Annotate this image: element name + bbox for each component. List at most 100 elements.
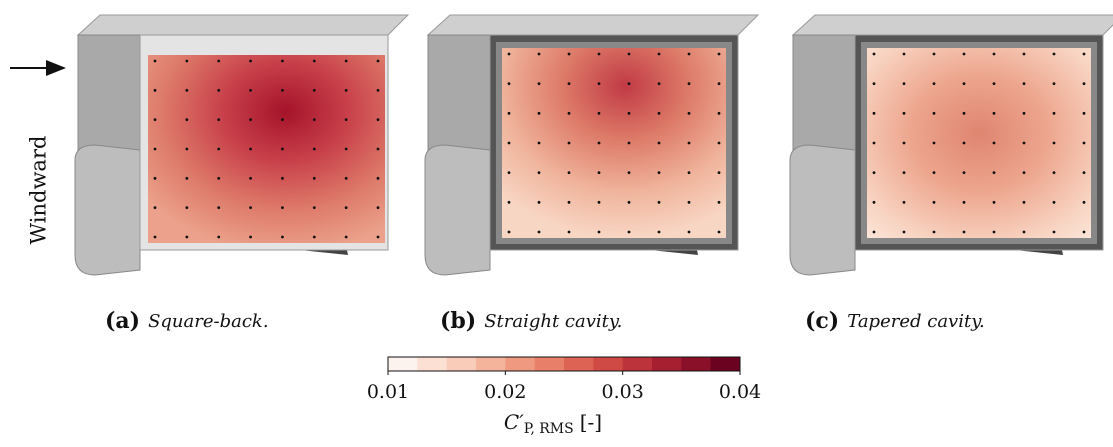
pressure-tap (717, 111, 721, 115)
pressure-tap (932, 82, 936, 86)
pressure-tap (932, 111, 936, 115)
pressure-tap (992, 171, 996, 175)
pressure-tap (902, 82, 906, 86)
pressure-tap (1022, 82, 1026, 86)
pressure-tap (657, 141, 661, 145)
colorbar-frame (387, 356, 741, 372)
rear-wheel (74, 144, 141, 276)
pressure-tap (312, 147, 316, 151)
pressure-tap (962, 230, 966, 234)
pressure-tap (281, 235, 284, 239)
caption: (b) Straight cavity. (440, 308, 622, 334)
model-body (789, 14, 1113, 276)
label-unit: [-] (580, 410, 602, 434)
pressure-tap (312, 176, 316, 180)
pressure-tap (657, 111, 661, 115)
pressure-tap (717, 82, 721, 86)
pressure-tap (902, 141, 906, 145)
pressure-tap (597, 82, 601, 86)
pressure-tap (597, 111, 601, 115)
pressure-tap (344, 176, 348, 180)
pressure-tap (1082, 200, 1086, 204)
pressure-tap (597, 200, 601, 204)
colorbar-step (388, 357, 418, 371)
pressure-tap (1022, 111, 1026, 115)
pressure-tap (344, 235, 348, 239)
caption-label: (c) (805, 308, 839, 334)
pressure-tap (932, 230, 936, 234)
pressure-tap (1082, 82, 1086, 86)
pressure-tap (687, 52, 691, 56)
pressure-tap (537, 141, 541, 145)
pressure-tap (185, 88, 189, 92)
pressure-tap (1022, 230, 1026, 234)
pressure-tap (507, 141, 511, 145)
pressure-tap (376, 176, 380, 180)
pressure-tap (537, 230, 541, 234)
pressure-tap (872, 200, 876, 204)
pressure-tap (1022, 141, 1026, 145)
label-subscript: P, RMS (524, 421, 574, 437)
pressure-tap (872, 111, 876, 115)
pressure-tap (657, 82, 661, 86)
colorbar-step (564, 357, 594, 371)
pressure-tap (902, 52, 906, 56)
pressure-tap (217, 206, 221, 210)
pressure-tap (249, 235, 252, 239)
caption: (c) Tapered cavity. (805, 308, 985, 334)
pressure-contour (502, 48, 726, 238)
pressure-tap (962, 171, 966, 175)
pressure-tap (153, 235, 157, 239)
pressure-tap (992, 141, 996, 145)
pressure-tap (376, 88, 380, 92)
caption-text: Square-back. (148, 311, 268, 332)
pressure-tap (344, 118, 348, 122)
pressure-tap (153, 88, 157, 92)
caption-text: Straight cavity. (484, 311, 622, 332)
pressure-tap (1052, 171, 1056, 175)
caption-label: (b) (440, 308, 476, 334)
pressure-tap (537, 111, 541, 115)
pressure-tap (249, 147, 252, 151)
pressure-tap (217, 88, 221, 92)
pressure-tap (344, 206, 348, 210)
pressure-tap (627, 230, 631, 234)
pressure-tap (1052, 230, 1056, 234)
pressure-contour (148, 55, 385, 243)
pressure-tap (1052, 82, 1056, 86)
pressure-tap (507, 111, 511, 115)
pressure-tap (717, 52, 721, 56)
pressure-tap (153, 147, 157, 151)
pressure-tap (902, 171, 906, 175)
pressure-tap (962, 200, 966, 204)
pressure-tap (1082, 52, 1086, 56)
pressure-tap (376, 235, 380, 239)
pressure-tap (312, 118, 316, 122)
pressure-tap (902, 230, 906, 234)
pressure-tap (992, 82, 996, 86)
pressure-tap (1082, 141, 1086, 145)
caption-label: (a) (105, 308, 140, 334)
pressure-tap (717, 141, 721, 145)
pressure-tap (185, 59, 189, 63)
pressure-tap (281, 147, 284, 151)
pressure-contour (867, 48, 1091, 238)
colorbar-step (681, 357, 712, 371)
captions: (a) Square-back. (b) Straight cavity. (c) Tap… (105, 308, 985, 334)
model-body (74, 14, 410, 276)
pressure-tap (962, 141, 966, 145)
pressure-tap (657, 52, 661, 56)
pressure-tap (281, 59, 284, 63)
rear-wheel (424, 144, 491, 276)
colorbar-tick-label: 0.03 (602, 381, 644, 403)
pressure-tap (567, 230, 571, 234)
pressure-tap (992, 230, 996, 234)
pressure-tap (1052, 52, 1056, 56)
pressure-tap (376, 118, 380, 122)
pressure-tap (657, 171, 661, 175)
pressure-tap (567, 171, 571, 175)
pressure-tap (217, 147, 221, 151)
pressure-tap (281, 118, 284, 122)
pressure-tap (717, 230, 721, 234)
pressure-tap (312, 88, 316, 92)
